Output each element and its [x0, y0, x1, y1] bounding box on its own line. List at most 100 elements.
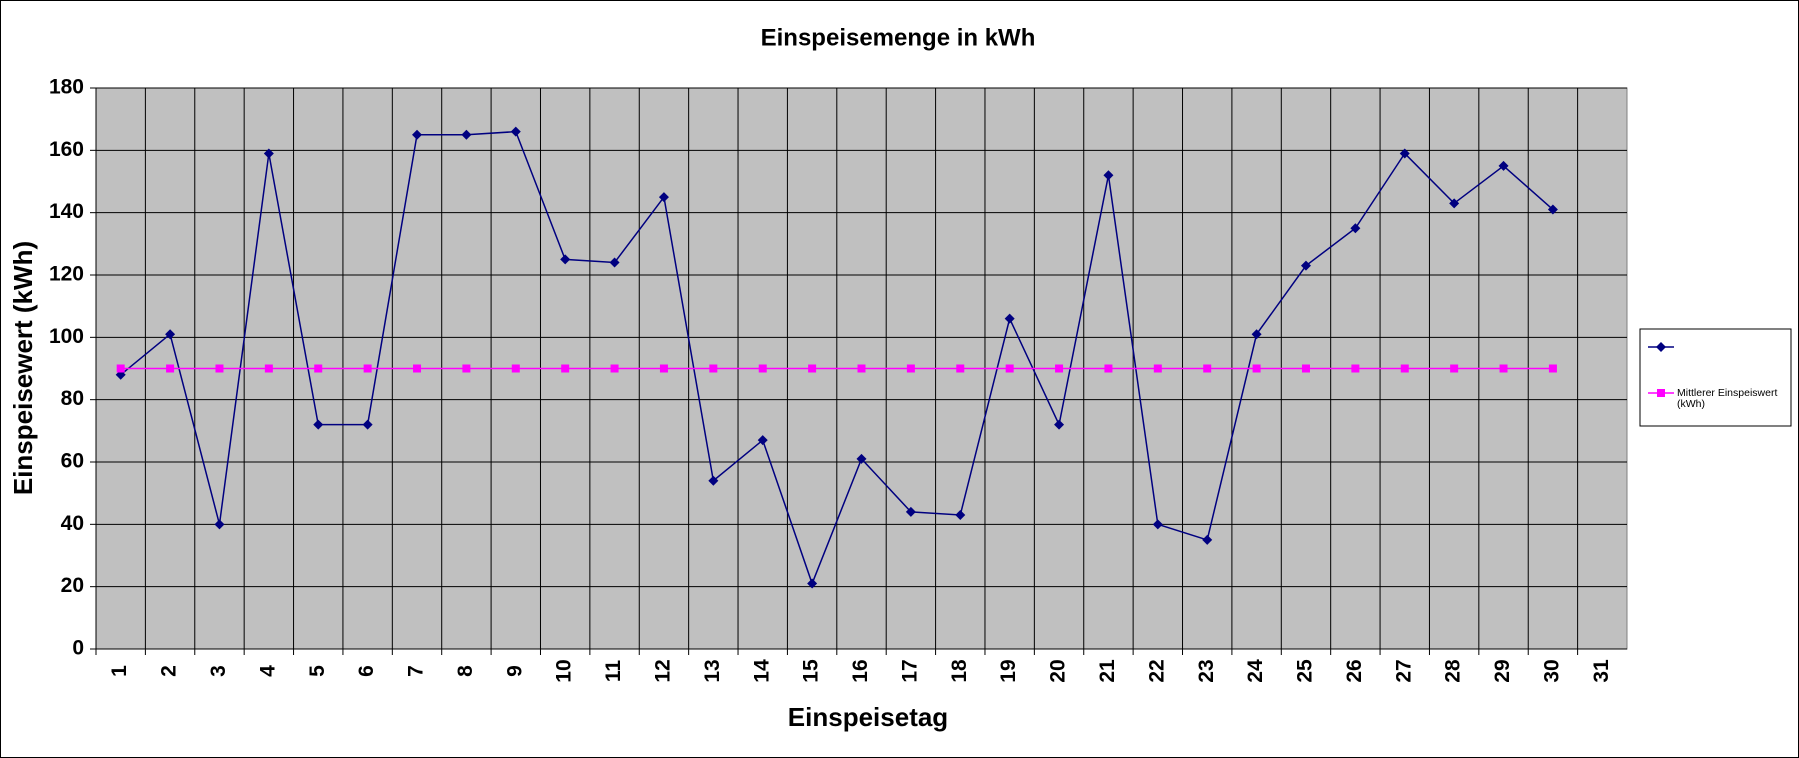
x-tick-label: 25 [1294, 659, 1317, 683]
marker [1498, 160, 1509, 171]
x-tick-label: 26 [1343, 659, 1366, 682]
marker [857, 364, 866, 373]
x-tick-label: 12 [651, 659, 674, 682]
marker [807, 578, 818, 589]
marker [808, 364, 817, 373]
marker [757, 435, 768, 446]
y-tick-label: 120 [49, 263, 84, 286]
marker [214, 519, 225, 530]
x-tick-label: 2 [158, 665, 181, 677]
x-tick-label: 6 [355, 665, 378, 677]
x-tick-label: 15 [800, 659, 823, 683]
marker [1055, 364, 1064, 373]
x-tick-label: 7 [405, 665, 428, 677]
marker [561, 364, 570, 373]
marker [1548, 364, 1557, 373]
marker [1153, 364, 1162, 373]
x-tick-label: 8 [454, 665, 477, 677]
y-tick-label: 60 [61, 450, 84, 473]
marker [263, 148, 274, 159]
marker [362, 419, 373, 430]
y-tick-label: 40 [61, 512, 84, 535]
marker [708, 475, 719, 486]
marker [905, 506, 916, 517]
marker [363, 364, 372, 373]
x-tick-label: 13 [701, 659, 724, 682]
y-axis-label: Einspeisewert (kWh) [8, 241, 38, 495]
y-tick-label: 160 [49, 138, 84, 161]
marker [1054, 419, 1065, 430]
x-tick-label: 3 [207, 665, 230, 677]
marker [758, 364, 767, 373]
marker [856, 453, 867, 464]
marker [314, 364, 323, 373]
chart-title: Einspeisemenge in kWh [761, 24, 1036, 51]
marker [1300, 260, 1311, 271]
x-tick-label: 23 [1195, 659, 1218, 682]
marker [1657, 389, 1665, 397]
marker [1202, 534, 1213, 545]
y-tick-label: 20 [61, 574, 84, 597]
marker [1301, 364, 1310, 373]
marker [659, 364, 668, 373]
marker [413, 364, 422, 373]
marker [1547, 204, 1558, 215]
x-tick-label: 27 [1392, 659, 1415, 682]
marker [709, 364, 718, 373]
y-tick-label: 0 [72, 637, 84, 660]
marker [560, 254, 571, 265]
marker [215, 364, 224, 373]
marker [264, 364, 273, 373]
marker [1450, 364, 1459, 373]
marker [609, 257, 620, 268]
x-tick-label: 14 [750, 659, 773, 683]
marker [610, 364, 619, 373]
marker [166, 364, 175, 373]
marker [956, 364, 965, 373]
x-tick-label: 21 [1096, 659, 1119, 683]
marker [412, 129, 423, 140]
x-tick-label: 11 [602, 660, 625, 683]
marker [1251, 329, 1262, 340]
marker [658, 192, 669, 203]
marker [462, 364, 471, 373]
marker [461, 129, 472, 140]
x-tick-label: 10 [553, 659, 576, 682]
x-tick-label: 22 [1145, 659, 1168, 682]
x-tick-label: 24 [1244, 659, 1267, 683]
marker [1203, 364, 1212, 373]
x-tick-label: 1 [108, 665, 131, 677]
marker [1399, 148, 1410, 159]
x-tick-label: 5 [306, 665, 329, 677]
marker [1351, 364, 1360, 373]
y-tick-label: 180 [49, 76, 84, 99]
marker [1449, 198, 1460, 209]
x-tick-label: 31 [1590, 659, 1613, 683]
x-axis-label: Einspeisetag [788, 702, 948, 732]
marker [116, 364, 125, 373]
marker [1004, 313, 1015, 324]
marker [1400, 364, 1409, 373]
x-tick-label: 29 [1491, 659, 1514, 682]
legend-label: Mittlerer Einspeiswert (kWh) [1677, 387, 1777, 410]
marker [313, 419, 324, 430]
x-tick-label: 17 [898, 659, 921, 682]
x-tick-label: 16 [849, 659, 872, 682]
legend [1639, 328, 1792, 427]
marker [1350, 223, 1361, 234]
marker [1103, 170, 1114, 181]
marker [1656, 342, 1666, 352]
marker [1152, 519, 1163, 530]
marker [510, 126, 521, 137]
marker [955, 509, 966, 520]
series-line [120, 130, 1554, 586]
x-tick-label: 20 [1047, 659, 1070, 682]
x-tick-label: 28 [1442, 659, 1465, 683]
x-tick-label: 18 [948, 659, 971, 683]
x-tick-label: 9 [503, 665, 526, 677]
marker [906, 364, 915, 373]
x-tick-label: 19 [997, 659, 1020, 682]
x-tick-label: 4 [256, 665, 279, 677]
marker [511, 364, 520, 373]
